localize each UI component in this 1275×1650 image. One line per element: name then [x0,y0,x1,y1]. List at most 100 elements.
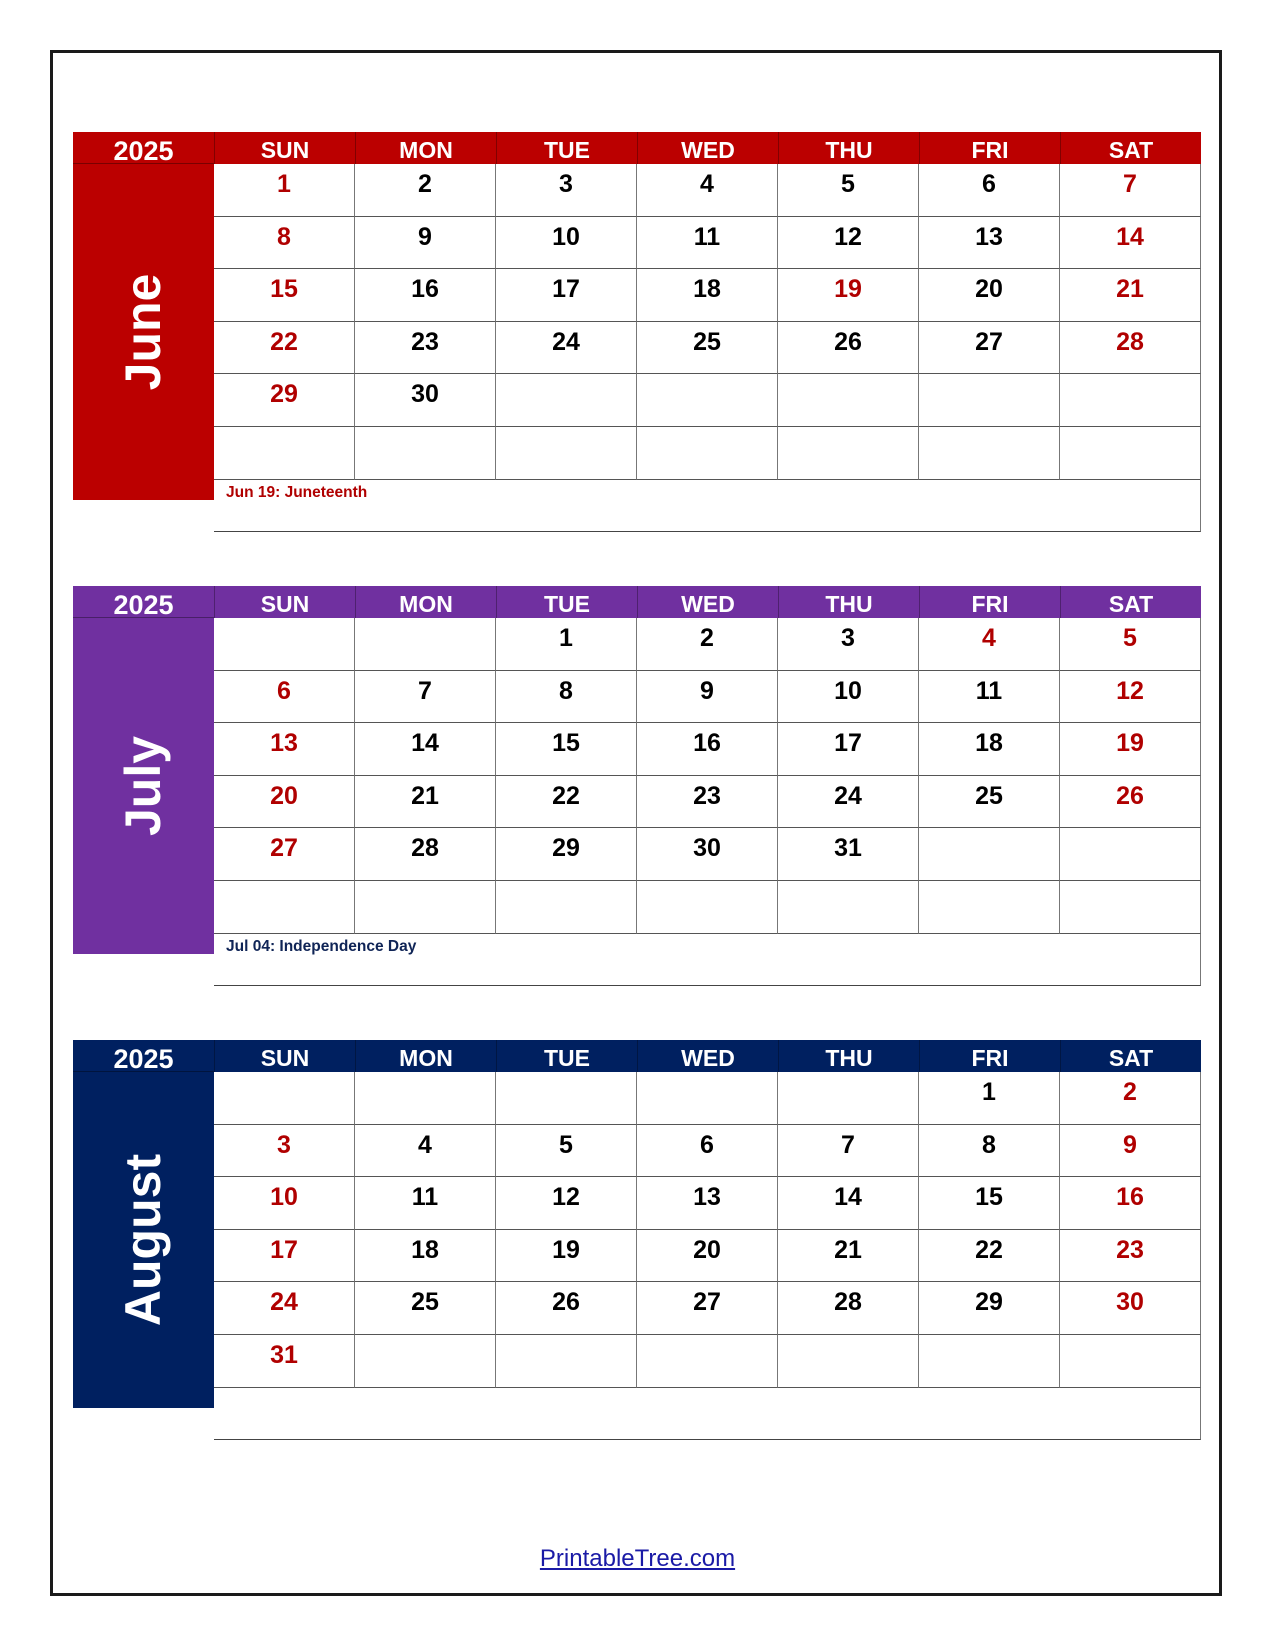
day-cell[interactable] [355,1072,496,1125]
day-cell[interactable]: 5 [778,164,919,217]
day-cell[interactable]: 19 [778,269,919,322]
day-cell[interactable]: 21 [1060,269,1201,322]
day-cell[interactable]: 2 [637,618,778,671]
day-cell[interactable] [1060,881,1201,934]
day-cell[interactable] [919,374,1060,427]
day-cell[interactable]: 28 [355,828,496,881]
day-cell[interactable] [214,881,355,934]
day-cell[interactable]: 7 [778,1124,919,1178]
day-cell[interactable]: 6 [214,670,355,724]
day-cell[interactable] [637,1335,778,1388]
day-cell[interactable]: 27 [637,1282,778,1335]
day-cell[interactable]: 31 [214,1335,355,1388]
day-cell[interactable]: 4 [637,164,778,217]
day-cell[interactable]: 18 [355,1229,496,1283]
day-cell[interactable]: 7 [355,670,496,724]
day-cell[interactable]: 11 [355,1177,496,1230]
day-cell[interactable]: 3 [778,618,919,671]
day-cell[interactable]: 18 [919,723,1060,776]
printabletree-link[interactable]: PrintableTree.com [539,1545,736,1572]
day-cell[interactable] [214,618,355,671]
day-cell[interactable]: 20 [919,269,1060,322]
day-cell[interactable]: 2 [1060,1072,1201,1125]
day-cell[interactable] [778,427,919,480]
day-cell[interactable]: 1 [919,1072,1060,1125]
day-cell[interactable]: 15 [496,723,637,776]
day-cell[interactable]: 23 [637,775,778,829]
day-cell[interactable]: 12 [1060,670,1201,724]
day-cell[interactable]: 14 [1060,216,1201,270]
day-cell[interactable]: 9 [355,216,496,270]
day-cell[interactable]: 26 [496,1282,637,1335]
day-cell[interactable]: 6 [637,1124,778,1178]
day-cell[interactable]: 14 [355,723,496,776]
day-cell[interactable]: 27 [214,828,355,881]
day-cell[interactable] [1060,828,1201,881]
day-cell[interactable]: 15 [214,269,355,322]
day-cell[interactable]: 16 [1060,1177,1201,1230]
day-cell[interactable]: 3 [214,1124,355,1178]
day-cell[interactable]: 28 [1060,321,1201,375]
day-cell[interactable] [919,881,1060,934]
day-cell[interactable]: 3 [496,164,637,217]
day-cell[interactable] [496,427,637,480]
day-cell[interactable]: 10 [214,1177,355,1230]
day-cell[interactable] [355,618,496,671]
day-cell[interactable]: 10 [496,216,637,270]
day-cell[interactable]: 24 [496,321,637,375]
day-cell[interactable] [637,881,778,934]
day-cell[interactable]: 1 [496,618,637,671]
day-cell[interactable]: 23 [355,321,496,375]
day-cell[interactable]: 1 [214,164,355,217]
day-cell[interactable]: 31 [778,828,919,881]
day-cell[interactable]: 28 [778,1282,919,1335]
day-cell[interactable]: 10 [778,670,919,724]
day-cell[interactable]: 18 [637,269,778,322]
day-cell[interactable] [637,427,778,480]
day-cell[interactable] [214,1072,355,1125]
day-cell[interactable] [919,427,1060,480]
day-cell[interactable] [496,374,637,427]
day-cell[interactable]: 2 [355,164,496,217]
day-cell[interactable]: 25 [355,1282,496,1335]
day-cell[interactable]: 12 [496,1177,637,1230]
day-cell[interactable]: 11 [637,216,778,270]
day-cell[interactable]: 23 [1060,1229,1201,1283]
day-cell[interactable] [919,828,1060,881]
day-cell[interactable] [496,1072,637,1125]
day-cell[interactable]: 13 [919,216,1060,270]
day-cell[interactable] [496,1335,637,1388]
day-cell[interactable]: 22 [214,321,355,375]
day-cell[interactable]: 26 [778,321,919,375]
day-cell[interactable]: 16 [637,723,778,776]
day-cell[interactable]: 16 [355,269,496,322]
day-cell[interactable]: 12 [778,216,919,270]
day-cell[interactable]: 9 [637,670,778,724]
day-cell[interactable]: 17 [214,1229,355,1283]
day-cell[interactable] [214,427,355,480]
day-cell[interactable]: 19 [1060,723,1201,776]
day-cell[interactable]: 4 [355,1124,496,1178]
day-cell[interactable]: 30 [1060,1282,1201,1335]
day-cell[interactable]: 20 [637,1229,778,1283]
day-cell[interactable]: 21 [355,775,496,829]
day-cell[interactable]: 13 [637,1177,778,1230]
day-cell[interactable]: 24 [214,1282,355,1335]
day-cell[interactable] [637,1072,778,1125]
day-cell[interactable] [355,427,496,480]
day-cell[interactable]: 14 [778,1177,919,1230]
day-cell[interactable] [355,881,496,934]
day-cell[interactable]: 27 [919,321,1060,375]
day-cell[interactable]: 4 [919,618,1060,671]
day-cell[interactable]: 11 [919,670,1060,724]
day-cell[interactable]: 26 [1060,775,1201,829]
day-cell[interactable] [637,374,778,427]
day-cell[interactable] [778,1335,919,1388]
day-cell[interactable] [778,374,919,427]
day-cell[interactable] [1060,374,1201,427]
day-cell[interactable]: 24 [778,775,919,829]
day-cell[interactable]: 20 [214,775,355,829]
day-cell[interactable] [1060,427,1201,480]
day-cell[interactable]: 15 [919,1177,1060,1230]
day-cell[interactable]: 22 [919,1229,1060,1283]
